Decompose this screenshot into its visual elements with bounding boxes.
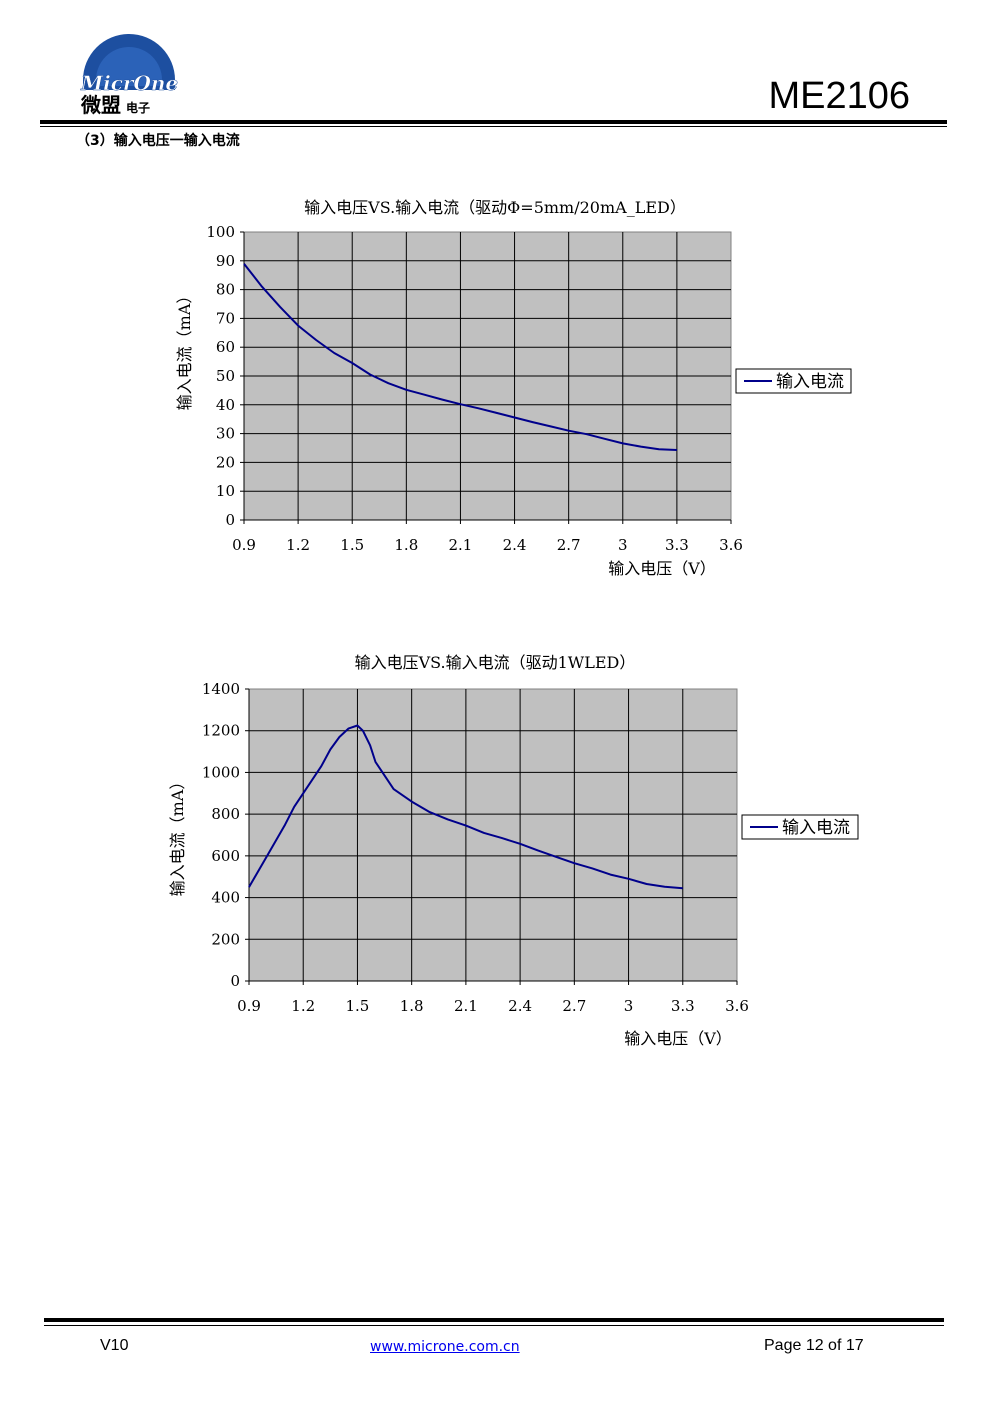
footer-rule-thick <box>44 1318 944 1322</box>
company-logo: MicrOne 微盟 电子 <box>78 28 188 118</box>
y-tick-label: 50 <box>216 367 235 385</box>
series-line <box>243 263 677 451</box>
legend-label: 输入电流 <box>782 818 850 838</box>
x-tick-label: 1.8 <box>394 536 418 554</box>
y-tick-label: 1200 <box>202 722 240 740</box>
y-tick-label: 200 <box>211 930 240 948</box>
y-tick-label: 70 <box>216 309 235 327</box>
plot-area: 0.9 1.2 1.5 1.8 2.1 2.4 2.7 3 3.3 3.6 0 10 20 30 40 50 6… <box>206 223 743 554</box>
y-tick-label: 20 <box>216 453 235 471</box>
x-tick-label: 0.9 <box>232 536 256 554</box>
chart-title: 输入电压VS.输入电流（驱动1WLED） <box>355 653 636 672</box>
x-tick-label: 1.5 <box>346 997 370 1015</box>
y-tick-label: 90 <box>216 252 235 270</box>
y-axis-label: 输入电流（mA） <box>175 288 194 411</box>
y-tick-label: 600 <box>211 847 240 865</box>
x-tick-label: 1.2 <box>291 997 315 1015</box>
x-tick-label: 1.2 <box>286 536 310 554</box>
x-tick-label: 3.6 <box>719 536 743 554</box>
x-tick-label: 0.9 <box>237 997 261 1015</box>
x-tick-label: 2.1 <box>454 997 478 1015</box>
chart-title: 输入电压VS.输入电流（驱动Φ=5mm/20mA_LED） <box>304 198 686 217</box>
x-tick-label: 2.7 <box>562 997 586 1015</box>
y-tick-label: 0 <box>225 511 235 529</box>
x-tick-label: 3 <box>618 536 628 554</box>
footer-page-number: Page 12 of 17 <box>764 1337 864 1354</box>
y-tick-label: 40 <box>216 396 235 414</box>
x-tick-label: 2.4 <box>508 997 532 1015</box>
y-tick-label: 100 <box>206 223 235 241</box>
chart-1w-led: 输入电压VS.输入电流（驱动1WLED） 0.9 1.2 1.5 1.8 2.1 2.4 2… <box>168 653 859 1048</box>
x-axis-label: 输入电压（V） <box>608 559 716 578</box>
logo-graphic: MicrOne 微盟 电子 <box>80 34 178 117</box>
y-axis-label: 输入电流（mA） <box>168 774 187 897</box>
part-number: ME2106 <box>768 75 910 117</box>
chart-5mm-led: 输入电压VS.输入电流（驱动Φ=5mm/20mA_LED） 0.9 1.2 1.5 1… <box>175 198 852 578</box>
footer-website-link[interactable]: www.microne.com.cn <box>370 1339 520 1355</box>
y-tick-label: 400 <box>211 889 240 907</box>
footer-rule-thin <box>44 1325 944 1326</box>
legend-label: 输入电流 <box>776 372 844 392</box>
legend: 输入电流 <box>741 814 859 840</box>
y-tick-label: 60 <box>216 338 235 356</box>
header-rule-thick <box>40 120 947 124</box>
legend: 输入电流 <box>735 368 852 394</box>
x-tick-label: 3.3 <box>665 536 689 554</box>
section-title: （3）输入电压一输入电流 <box>76 133 240 149</box>
x-tick-label: 3.3 <box>671 997 695 1015</box>
plot-area: 0.9 1.2 1.5 1.8 2.1 2.4 2.7 3 3.3 3.6 0 200 400 600 80… <box>202 680 749 1015</box>
y-tick-label: 30 <box>216 425 235 443</box>
y-tick-label: 80 <box>216 281 235 299</box>
logo-cn-main: 微盟 <box>80 93 121 117</box>
y-tick-label: 10 <box>216 482 235 500</box>
y-tick-label: 0 <box>230 972 240 990</box>
y-tick-label: 1400 <box>202 680 240 698</box>
x-tick-label: 2.7 <box>557 536 581 554</box>
x-tick-label: 2.1 <box>449 536 473 554</box>
header-rule-thin <box>40 126 947 127</box>
y-tick-label: 800 <box>211 805 240 823</box>
x-tick-label: 2.4 <box>503 536 527 554</box>
x-tick-label: 1.8 <box>400 997 424 1015</box>
logo-wordmark: MicrOne <box>80 71 178 95</box>
logo-cn-sub: 电子 <box>126 100 150 115</box>
x-axis-label: 输入电压（V） <box>624 1029 732 1048</box>
footer-version: V10 <box>100 1337 129 1354</box>
x-tick-label: 3.6 <box>725 997 749 1015</box>
series-line <box>248 724 683 890</box>
x-tick-label: 1.5 <box>340 536 364 554</box>
y-tick-label: 1000 <box>202 763 240 781</box>
x-tick-label: 3 <box>624 997 634 1015</box>
